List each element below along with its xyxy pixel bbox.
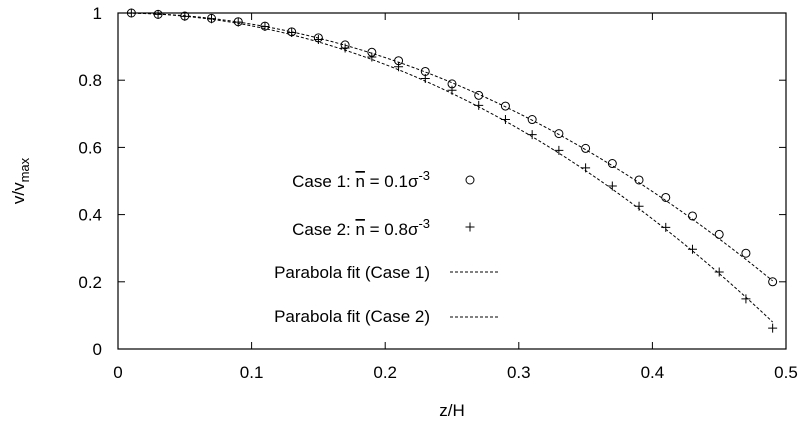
point-plus-5 xyxy=(260,21,270,31)
point-plus-4 xyxy=(233,17,243,27)
y-tick-label: 0.6 xyxy=(78,138,102,157)
point-plus-19 xyxy=(634,201,644,211)
point-circle-14 xyxy=(500,101,510,111)
legend-label-2: Parabola fit (Case 1) xyxy=(274,263,430,282)
point-plus-10 xyxy=(394,62,404,72)
legend-sup: -3 xyxy=(418,216,430,231)
y-axis-label: v/vmax xyxy=(9,157,32,204)
axes-layer: 0 0.1 0.2 0.3 0.4 0.5 0 0.2 0.4 0.6 0.8 1 z/H v/vmax xyxy=(9,4,798,420)
point-circle-23 xyxy=(741,248,751,258)
legend-label-0: Case 1: n = 0.1σ-3 xyxy=(292,168,430,191)
x-axis-label: z/H xyxy=(439,401,465,420)
y-tick-label: 0.4 xyxy=(78,206,102,225)
y-tick-label: 1 xyxy=(93,4,102,23)
y-tick-label: 0.2 xyxy=(78,273,102,292)
y-tick-label: 0.8 xyxy=(78,71,102,90)
point-circle-20 xyxy=(661,192,671,202)
point-plus-21 xyxy=(687,244,697,254)
legend-nbar: n xyxy=(355,220,364,239)
point-plus-15 xyxy=(527,130,537,140)
point-plus-11 xyxy=(420,74,430,84)
legend-text: Parabola fit (Case 1) xyxy=(274,263,430,282)
point-circle-16 xyxy=(554,129,564,139)
legend-text: Case 1: xyxy=(292,172,355,191)
legend-label-1: Case 2: n = 0.8σ-3 xyxy=(292,216,430,239)
point-circle-13 xyxy=(474,90,484,100)
x-tick-label: 0 xyxy=(113,363,122,382)
legend-label-3: Parabola fit (Case 2) xyxy=(274,307,430,326)
point-circle-15 xyxy=(527,115,537,125)
point-plus-16 xyxy=(554,145,564,155)
point-plus-6 xyxy=(287,27,297,37)
point-circle-19 xyxy=(634,175,644,185)
plot-frame xyxy=(117,12,787,350)
point-plus-13 xyxy=(474,100,484,110)
point-circle-22 xyxy=(714,229,724,239)
legend-marker-0 xyxy=(465,175,475,185)
y-tick-label: 0 xyxy=(93,340,102,359)
x-tick-label: 0.4 xyxy=(641,363,665,382)
point-plus-14 xyxy=(500,115,510,125)
point-plus-24 xyxy=(768,323,778,333)
fit-curve-2 xyxy=(118,13,773,323)
point-plus-3 xyxy=(207,14,217,24)
point-plus-17 xyxy=(581,163,591,173)
x-tick-label: 0.2 xyxy=(373,363,397,382)
legend-text: = 0.1σ xyxy=(365,172,419,191)
point-plus-20 xyxy=(661,222,671,232)
legend-text: Parabola fit (Case 2) xyxy=(274,307,430,326)
point-plus-12 xyxy=(447,85,457,95)
legend-text: Case 2: xyxy=(292,220,355,239)
legend-nbar: n xyxy=(355,172,364,191)
x-tick-label: 0.3 xyxy=(507,363,531,382)
point-plus-8 xyxy=(340,43,350,53)
plot-layer xyxy=(118,8,778,333)
point-plus-9 xyxy=(367,52,377,62)
point-plus-1 xyxy=(153,9,163,19)
legend-text: = 0.8σ xyxy=(365,220,419,239)
point-circle-24 xyxy=(768,277,778,287)
point-circle-18 xyxy=(607,159,617,169)
x-tick-label: 0.1 xyxy=(240,363,264,382)
fit-curve-1 xyxy=(118,13,773,282)
x-tick-label: 0.5 xyxy=(774,363,798,382)
point-plus-7 xyxy=(313,35,323,45)
point-plus-18 xyxy=(607,181,617,191)
point-plus-23 xyxy=(741,294,751,304)
legend-sup: -3 xyxy=(418,168,430,183)
y-axis-label-sub: max xyxy=(17,157,32,182)
point-circle-17 xyxy=(581,143,591,153)
point-plus-22 xyxy=(714,267,724,277)
y-axis-label-base: v/v xyxy=(9,182,28,204)
point-circle-21 xyxy=(687,211,697,221)
legend-marker-1 xyxy=(465,222,475,232)
